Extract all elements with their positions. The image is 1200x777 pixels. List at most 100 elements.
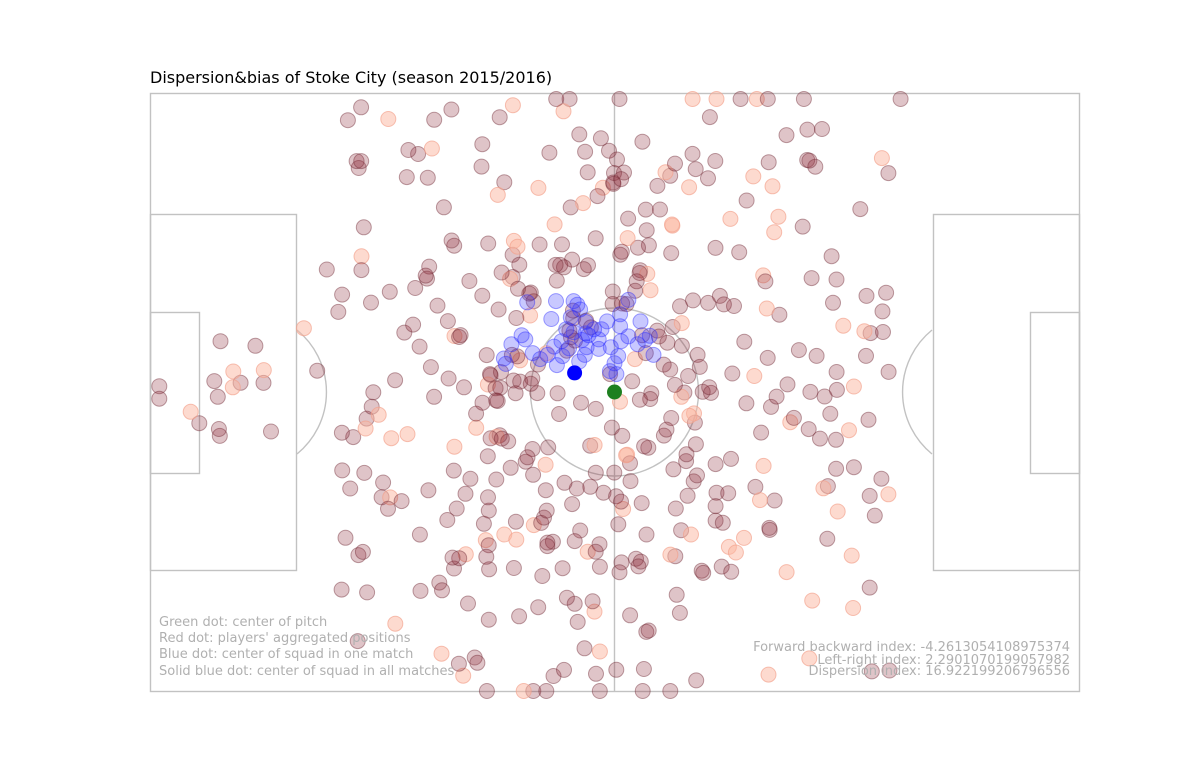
match-center-dot [632,313,649,330]
player-position-dot [182,403,199,420]
player-position-dot [731,244,748,261]
player-position-dot [451,329,468,345]
player-position-dot [758,300,775,317]
player-position-dot [655,427,672,444]
player-position-dot [587,230,604,247]
player-position-dot [480,537,497,554]
player-position-dot [873,150,890,167]
player-position-dot [685,473,702,490]
player-position-dot [210,421,227,437]
player-position-dot [668,586,685,603]
player-position-dot [515,683,532,699]
player-position-dot [489,186,506,203]
player-position-dot [764,178,781,195]
player-position-dot [478,548,495,565]
player-position-dot [493,364,509,381]
player-position-dot [681,407,698,424]
match-center-dot [558,321,575,338]
player-position-dot [649,177,666,194]
player-position-dot [363,294,379,311]
player-position-dot [478,683,495,699]
player-position-dot [760,154,777,171]
player-position-dot [701,109,718,126]
player-position-dot [880,165,897,182]
match-center-dot [569,296,586,313]
player-position-dot [858,287,875,304]
match-center-dot [517,331,534,348]
player-position-dot [605,175,622,192]
player-position-dot [638,222,655,239]
player-position-dot [757,273,774,290]
player-position-dot [479,448,496,465]
player-position-dot [429,297,446,314]
player-position-dot [591,536,608,553]
player-position-dot [212,333,229,350]
player-position-dot [723,450,739,467]
player-position-dot [451,550,468,567]
player-position-dot [556,474,573,491]
player-position-dot [691,358,708,375]
match-center-dot [580,327,597,344]
player-position-dot [605,174,622,191]
player-position-dot [662,546,679,563]
player-position-dot [510,280,526,297]
player-position-dot [549,385,566,402]
player-position-dot [349,633,366,650]
player-position-dot [530,599,547,616]
player-position-dot [533,514,550,531]
player-position-dot [663,410,680,426]
player-position-dot [745,168,762,185]
player-position-dot [666,376,683,393]
player-position-dot [738,192,755,209]
player-position-dot [681,179,698,196]
player-position-dot [568,480,585,497]
match-center-dot [612,306,629,323]
player-position-dot [609,151,625,168]
player-position-dot [474,394,491,411]
player-position-dot [387,615,404,632]
player-position-dot [457,485,474,502]
player-position-dot [727,544,744,561]
player-position-dot [462,470,479,487]
player-position-dot [461,273,478,289]
match-center-dot [641,327,658,344]
player-position-dot [795,91,812,107]
player-position-dot [487,380,504,397]
player-position-dot [828,271,845,288]
player-position-dot [572,522,589,539]
player-position-dot [489,393,506,409]
player-position-dot [663,245,680,262]
player-position-dot [540,439,557,456]
player-position-dot [474,136,491,153]
player-position-dot [440,370,457,387]
player-position-dot [752,492,768,509]
player-position-dot [474,287,491,304]
player-position-dot [650,328,667,345]
player-position-dot [522,284,539,301]
player-position-dot [601,142,617,159]
player-position-dot [892,91,909,107]
match-center-dot [645,346,662,363]
player-position-dot [556,661,572,678]
player-position-dot [662,683,679,699]
player-position-dot [620,210,637,227]
player-position-dot [488,471,505,488]
player-position-dot [778,127,795,144]
player-position-dot [538,345,555,362]
squad-center-all-matches-dot [567,365,583,381]
player-position-dot [707,456,724,473]
player-position-dot [448,500,465,517]
player-position-dot [637,345,654,362]
player-position-dot [575,261,592,278]
player-position-dot [664,216,680,233]
player-position-dot [365,384,382,401]
match-center-dot [593,321,610,338]
match-center-dot [548,357,565,374]
player-position-dot [701,379,718,396]
player-position-dot [615,501,632,517]
player-position-dot [845,600,862,616]
match-center-dot [620,328,637,345]
player-position-dot [592,130,609,147]
player-position-dot [381,283,398,300]
